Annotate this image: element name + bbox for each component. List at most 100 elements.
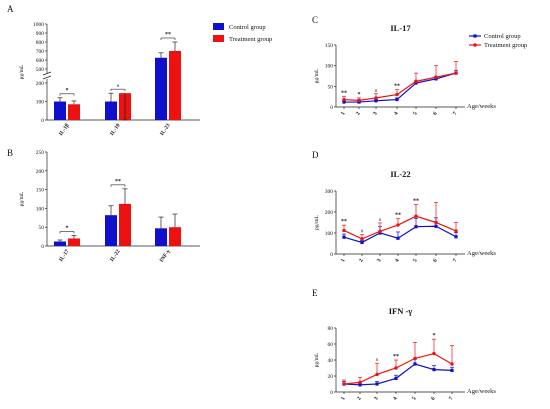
y-tick-label: 40 xyxy=(328,358,334,364)
significance-marker: ** xyxy=(394,84,400,90)
x-tick-label: 6 xyxy=(432,111,439,117)
y-tick-label: 700 xyxy=(36,49,45,55)
x-tick-label: 4 xyxy=(393,111,400,117)
y-tick-label: 60 xyxy=(328,342,334,348)
data-point-treatment xyxy=(434,75,438,79)
data-point-treatment xyxy=(395,92,399,97)
y-tick-label: 300 xyxy=(325,189,334,195)
data-point-treatment xyxy=(432,351,436,356)
significance-marker: ** xyxy=(115,179,121,185)
x-tick-label: 4 xyxy=(392,396,399,402)
data-point-treatment xyxy=(342,97,346,102)
legend-swatch xyxy=(213,35,224,42)
x-tick-label: 2 xyxy=(358,258,365,264)
x-tick-label: 3 xyxy=(372,111,379,117)
x-tick-label: 7 xyxy=(448,396,455,402)
data-point-control xyxy=(414,225,418,229)
x-tick-label: 3 xyxy=(376,258,383,264)
x-tick-label: 2 xyxy=(356,396,363,402)
y-axis-label: pg/mL xyxy=(314,68,320,83)
y-tick-label: 0 xyxy=(41,244,44,250)
y-axis-label: pg/mL xyxy=(314,215,320,230)
chart-b: 0 50 100 150 200 250 pg/mL IL-17 * IL-22 ** INF-γ xyxy=(19,150,200,264)
data-point-treatment xyxy=(342,228,346,233)
chart-d: IL-22 0 100 200 300 pg/mL 1 2 3 4 5 6 7 Age/weeks ** # #… xyxy=(314,169,496,263)
data-point-treatment xyxy=(360,237,364,241)
data-point-treatment xyxy=(357,98,361,103)
y-tick-label: 200 xyxy=(325,210,334,216)
y-tick-label: 80 xyxy=(328,326,334,332)
data-point-treatment xyxy=(378,229,382,234)
data-point-treatment xyxy=(454,71,458,75)
data-point-treatment xyxy=(414,79,418,84)
legend-marker xyxy=(473,43,477,47)
x-tick-label: IL-22 xyxy=(109,249,122,263)
data-point-control xyxy=(432,368,436,372)
bar-control xyxy=(54,241,66,246)
panel-letter-d: D xyxy=(312,150,319,160)
y-tick-label: 20 xyxy=(328,374,334,380)
significance-marker: * xyxy=(66,225,69,231)
data-point-treatment xyxy=(414,214,418,218)
bar-treatment xyxy=(68,238,80,246)
y-tick-label: 0 xyxy=(41,118,44,124)
data-point-control xyxy=(360,240,364,245)
data-point-treatment xyxy=(413,356,417,361)
axis-break-mark xyxy=(42,71,52,76)
x-axis-label: Age/weeks xyxy=(467,103,496,110)
data-point-control xyxy=(413,362,417,366)
y-tick-label: 200 xyxy=(36,81,45,87)
y-tick-label: 100 xyxy=(325,64,334,70)
significance-marker: * xyxy=(358,92,361,98)
y-tick-label: 50 xyxy=(39,225,45,231)
data-point-control xyxy=(450,368,454,372)
chart-title: IFN -γ xyxy=(389,306,413,316)
y-tick-label: 100 xyxy=(325,231,334,237)
y-tick-label: 500 xyxy=(36,67,45,73)
legend-swatch xyxy=(213,23,224,30)
y-axis-label: pg/mL xyxy=(314,352,320,367)
significance-marker: ** xyxy=(413,199,419,205)
y-tick-label: 800 xyxy=(36,40,45,46)
x-axis-label: Age/weeks xyxy=(467,388,496,395)
data-point-treatment xyxy=(450,362,454,366)
data-point-control xyxy=(395,97,399,102)
significance-marker: ** xyxy=(395,213,401,219)
y-tick-label: 0 xyxy=(330,390,333,396)
x-tick-label: 1 xyxy=(340,258,347,264)
significance-marker: ** xyxy=(165,32,171,38)
significance-marker: # xyxy=(379,217,382,222)
data-point-treatment xyxy=(374,96,378,100)
y-axis-label: pg/mL xyxy=(19,64,25,79)
x-tick-label: 7 xyxy=(452,111,459,117)
data-point-treatment xyxy=(394,366,398,370)
panel-letter-a: A xyxy=(7,4,14,14)
data-point-control xyxy=(375,382,379,386)
bar-treatment xyxy=(169,51,181,120)
data-point-control xyxy=(374,99,378,103)
chart-title: IL-17 xyxy=(390,23,411,33)
y-tick-label: 200 xyxy=(36,169,45,175)
bar-treatment xyxy=(119,203,131,246)
significance-marker: ** xyxy=(393,354,399,360)
bar-control xyxy=(155,57,167,120)
significance-marker: # xyxy=(376,357,379,362)
significance-marker: * xyxy=(433,333,436,339)
axis-break-mark xyxy=(42,75,52,80)
y-tick-label: 0 xyxy=(330,252,333,258)
x-tick-label: 1 xyxy=(340,396,347,402)
panel-letter-c: C xyxy=(312,15,318,25)
x-tick-label: IL-10 xyxy=(109,123,122,137)
bar-treatment xyxy=(68,104,80,120)
legend-label: Treatment group xyxy=(229,36,272,43)
x-axis-label: Age/weeks xyxy=(467,250,496,257)
y-tick-label: 150 xyxy=(36,188,45,194)
significance-marker: ** xyxy=(341,90,347,96)
y-tick-label: 600 xyxy=(36,58,45,64)
x-tick-label: IL-1β xyxy=(58,123,71,137)
y-tick-label: 1000 xyxy=(33,22,44,28)
y-tick-label: 900 xyxy=(36,31,45,37)
x-tick-label: IL-23 xyxy=(159,123,172,137)
